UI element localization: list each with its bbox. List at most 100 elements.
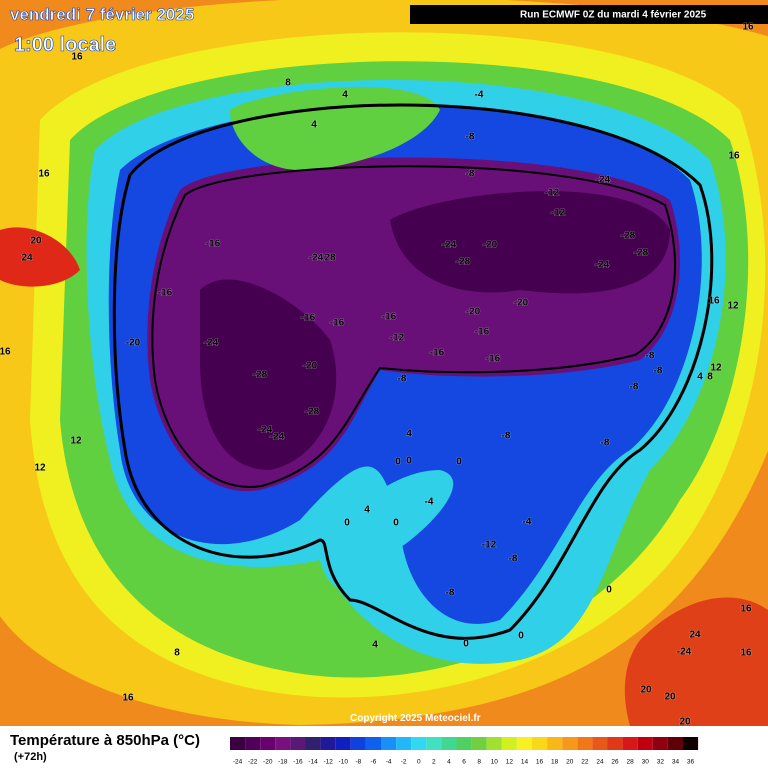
contour-label: -16 (486, 354, 501, 365)
legend-label: 16 (536, 759, 544, 766)
contour-label: 16 (740, 648, 752, 659)
contour-label: -24 (596, 175, 611, 186)
contour-label: 0 (606, 585, 612, 596)
legend-swatch (381, 737, 397, 750)
legend-swatch (501, 737, 517, 750)
legend-swatch (365, 737, 381, 750)
zone-europe (320, 470, 454, 590)
contour-label: -20 (514, 298, 529, 309)
contour-label: 8 (174, 648, 180, 659)
run-info: Run ECMWF 0Z du mardi 4 février 2025 (520, 10, 707, 21)
legend-label: 8 (477, 759, 481, 766)
contour-label: -4 (425, 497, 434, 508)
contour-label: -24 (442, 240, 457, 251)
contour-label: 16 (742, 22, 754, 33)
legend-label: 18 (551, 759, 559, 766)
contour-label: 16 (0, 347, 11, 358)
contour-label: -12 (545, 188, 560, 199)
contour-label: 0 (393, 518, 399, 529)
legend-label: -20 (263, 759, 273, 766)
legend-swatch (290, 737, 306, 750)
legend-subtitle: (+72h) (14, 751, 47, 763)
legend-swatch (426, 737, 442, 750)
contour-label: -28 (305, 407, 320, 418)
contour-label: -12 (390, 333, 405, 344)
legend-label: 10 (491, 759, 499, 766)
contour-label: -28 (634, 248, 649, 259)
contour-label: -28 (253, 370, 268, 381)
contour-label: -16 (475, 327, 490, 338)
legend-swatch (577, 737, 593, 750)
legend-label: 22 (581, 759, 589, 766)
legend-label: 2 (432, 759, 436, 766)
contour-label: -4 (475, 90, 484, 101)
contour-label: -4 (523, 517, 532, 528)
legend-label: 4 (447, 759, 451, 766)
legend-label: 14 (521, 759, 529, 766)
legend-swatch (396, 737, 412, 750)
legend-label: 34 (672, 759, 680, 766)
legend-swatch (275, 737, 291, 750)
contour-label: 12 (727, 301, 739, 312)
contour-label: 0 (406, 456, 412, 467)
contour-label: -12 (551, 208, 566, 219)
legend-label: 32 (657, 759, 665, 766)
contour-label: -24 (258, 425, 273, 436)
contour-label: -24 (595, 260, 610, 271)
contour-label: 8 (285, 78, 291, 89)
contour-label: -8 (630, 382, 639, 393)
legend-label: -24 (233, 759, 243, 766)
legend-label: 6 (462, 759, 466, 766)
zone-coldest (200, 191, 670, 471)
contour-label: 16 (728, 151, 740, 162)
contour-label: -28 (456, 257, 471, 268)
contour-label: -8 (398, 374, 407, 385)
contour-label: -20 (303, 361, 318, 372)
contour-label: 0 (344, 518, 350, 529)
legend-label: -4 (386, 759, 392, 766)
contour-label: 24 (21, 253, 33, 264)
legend-label: -2 (401, 759, 407, 766)
legend-swatch (456, 737, 472, 750)
legend-swatch (320, 737, 336, 750)
legend-swatch (607, 737, 623, 750)
legend-swatch (335, 737, 351, 750)
contour-label: 4 (372, 640, 378, 651)
contour-minus20 (151, 165, 676, 488)
contour-label: -16 (430, 348, 445, 359)
contour-label: 12 (34, 463, 46, 474)
legend-swatch (486, 737, 502, 750)
contour-label: 0 (518, 631, 524, 642)
contour-label: -16 (206, 239, 221, 250)
contour-label: 16 (38, 169, 50, 180)
contour-label: 12 (710, 363, 722, 374)
legend-label: 20 (566, 759, 574, 766)
contour-label: 4 (342, 90, 348, 101)
legend-title: Température à 850hPa (°C) (10, 732, 200, 749)
contour-label: -8 (446, 588, 455, 599)
legend-label: 36 (687, 759, 695, 766)
contour-label: -8 (502, 431, 511, 442)
contour-label: 4 (406, 429, 412, 440)
legend-swatch (532, 737, 548, 750)
legend-swatch (652, 737, 668, 750)
contour-label: 16 (740, 604, 752, 615)
legend-swatch (471, 737, 487, 750)
contour-label: -24 (204, 338, 219, 349)
date: vendredi 7 février 2025 (10, 5, 194, 24)
contour-label: 20 (640, 685, 652, 696)
legend-swatch (516, 737, 532, 750)
contour-label: 20 (679, 717, 691, 728)
legend-swatch (350, 737, 366, 750)
contour-label: 20 (664, 692, 676, 703)
contour-label: 16 (71, 52, 83, 63)
legend-label: -10 (339, 759, 349, 766)
contour-label: -16 (301, 313, 316, 324)
contour-label: 4 (311, 120, 317, 131)
contour-label: 24 (689, 630, 701, 641)
legend-label: 0 (417, 759, 421, 766)
legend-label: -12 (323, 759, 333, 766)
run-box (410, 5, 768, 24)
legend-swatch (230, 737, 246, 750)
